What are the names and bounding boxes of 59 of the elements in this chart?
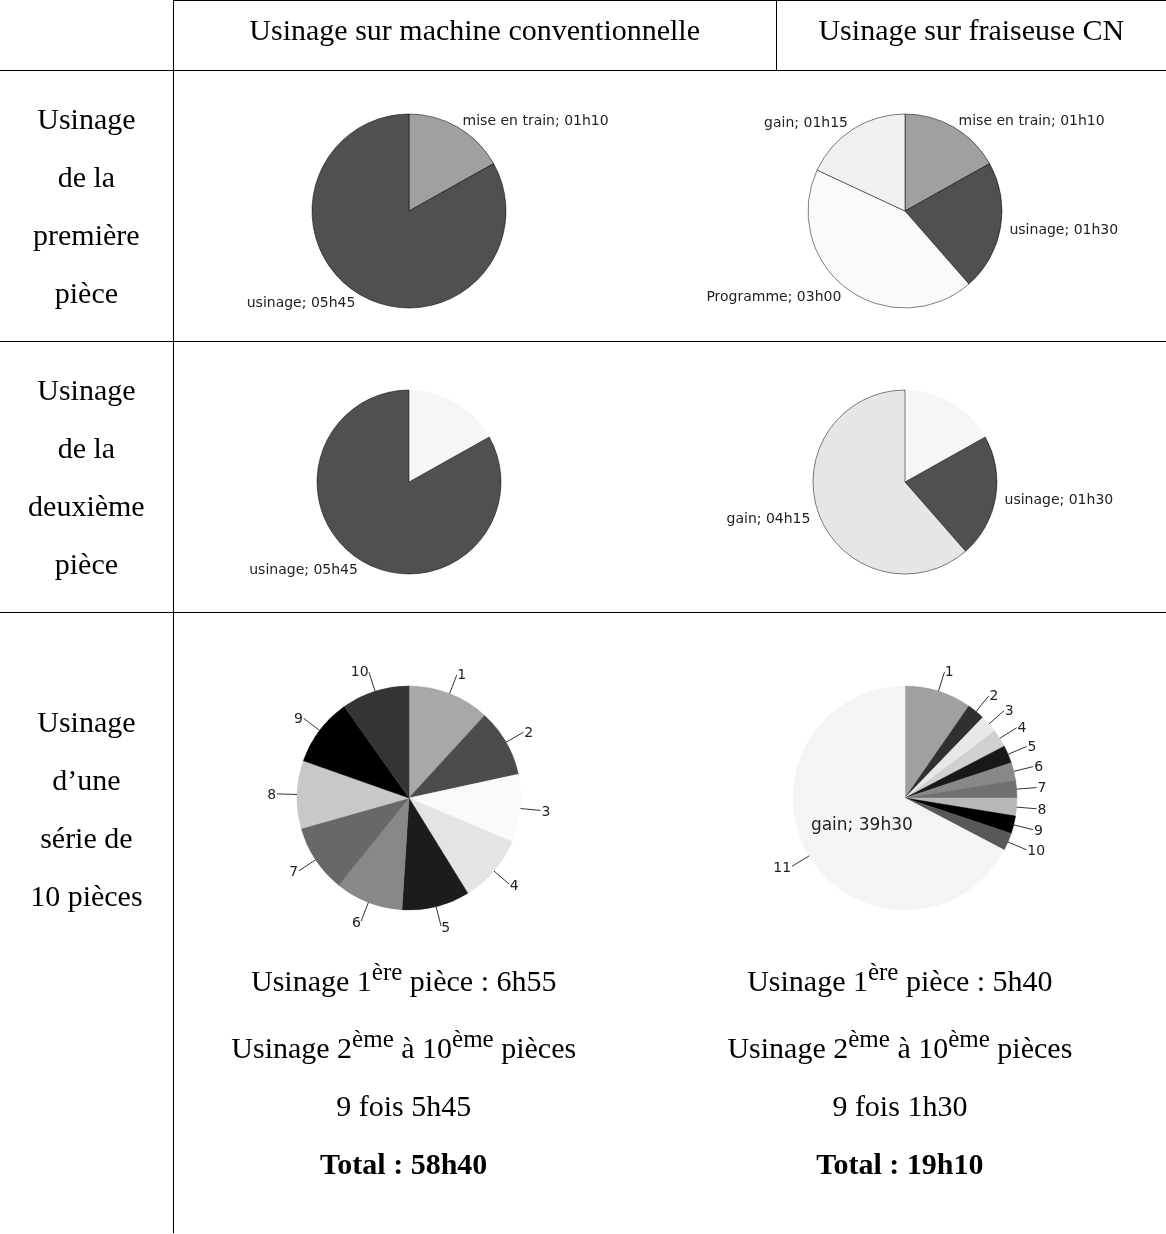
category-label: Usinage de la deuxième pièce xyxy=(28,373,145,580)
slice-label: 7 xyxy=(1037,779,1047,796)
text: 9 fois 1h30 xyxy=(832,1088,968,1124)
slice-label: 6 xyxy=(351,913,361,930)
slice-label: 4 xyxy=(1017,719,1027,736)
slice-label: 11 xyxy=(773,858,792,875)
pie-slice xyxy=(401,797,468,911)
text: Total : 19h10 xyxy=(816,1146,984,1182)
pie-slice xyxy=(338,797,409,911)
pie-slice xyxy=(792,685,1005,911)
slice-label: 3 xyxy=(541,802,551,819)
slice-label: 8 xyxy=(266,785,276,802)
slice-label: usinage; 05h45 xyxy=(246,294,356,311)
slice-label: 10 xyxy=(350,663,369,680)
slice-label: gain; 04h15 xyxy=(726,509,811,526)
text: 9 fois 5h45 xyxy=(336,1088,472,1124)
slice-label: 4 xyxy=(509,876,519,893)
text: Usinage 1$^{ère}$ pièce : 6h55 xyxy=(251,957,557,999)
pie-slice xyxy=(904,730,1005,799)
slice-label: 1 xyxy=(944,663,954,680)
slice-label: 9 xyxy=(293,709,303,726)
slice-label: 5 xyxy=(1027,738,1037,755)
text: Usinage 1$^{ère}$ pièce : 5h40 xyxy=(747,957,1053,999)
pie-slice xyxy=(904,762,1016,799)
text: Usinage 2$^{ème}$ à 10$^{ème}$ pièces xyxy=(231,1024,577,1066)
slice-label: 3 xyxy=(1004,702,1014,719)
slice-label: usinage; 01h30 xyxy=(1004,491,1114,508)
slice-label: 8 xyxy=(1037,800,1047,817)
slice-label: 2 xyxy=(524,723,533,740)
category-label: Usinage sur machine conventionnelle xyxy=(173,0,777,70)
slice-label: mise en train; 01h10 xyxy=(958,111,1105,128)
pie-slice xyxy=(316,389,501,575)
pie-slice xyxy=(408,774,521,843)
slice-label: 6 xyxy=(1034,758,1044,775)
slice-label: gain; 01h15 xyxy=(763,113,848,130)
category-label: Usinage de la première pièce xyxy=(33,102,140,309)
pie-slice xyxy=(302,706,409,799)
slice-label: 10 xyxy=(1027,842,1046,859)
pie-slice xyxy=(300,797,409,886)
slice-label: 5 xyxy=(441,919,450,936)
pie-slice xyxy=(408,390,490,482)
pie-slice xyxy=(296,760,409,829)
category-label: Usinage d’une série de 10 pièces xyxy=(30,705,143,912)
slice-label: 7 xyxy=(288,863,298,880)
pie-slice xyxy=(904,797,1018,817)
pie-slice xyxy=(904,745,1012,799)
text: Usinage 2$^{ème}$ à 10$^{ème}$ pièces xyxy=(727,1024,1073,1066)
slice-label: 9 xyxy=(1033,821,1043,838)
slice-label: usinage; 05h45 xyxy=(249,561,358,578)
pie-slice xyxy=(904,390,986,482)
pie-slice xyxy=(408,715,519,799)
slice-label: 1 xyxy=(456,666,466,683)
slice-label: 2 xyxy=(989,687,999,704)
data-label: gain; 39h30 xyxy=(810,814,913,835)
slice-label: mise en train; 01h10 xyxy=(462,111,609,128)
text: Total : 58h40 xyxy=(320,1146,488,1182)
slice-label: usinage; 01h30 xyxy=(1009,220,1119,237)
slice-label: Programme; 03h00 xyxy=(706,287,842,304)
category-label: Usinage sur fraiseuse CN xyxy=(776,0,1166,70)
